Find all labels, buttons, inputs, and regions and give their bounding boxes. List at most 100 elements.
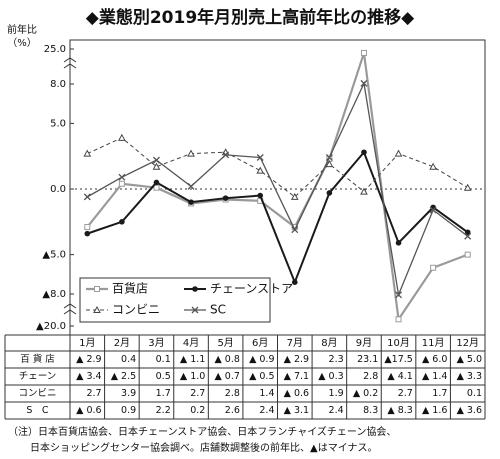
data-label: 8.3 [363,405,378,416]
point [118,180,125,187]
point [325,154,333,161]
data-label: ▲ 8.3 [387,405,412,416]
x-tick-label: 2月 [114,337,130,349]
data-label: 2.6 [225,405,240,416]
data-label: ▲ 6.0 [422,354,447,365]
table-row-label: コンビニ [18,388,56,399]
point [464,232,472,240]
data-label: ▲ 1.6 [422,405,447,416]
data-label: 2.7 [190,388,205,399]
data-label: 2.4 [259,405,274,416]
point [464,229,471,236]
data-label: ▲17.5 [384,354,412,365]
y-tick-label: ▲8.0 [42,289,66,300]
point [83,193,91,201]
series-line [87,137,468,198]
point [395,291,403,299]
point [187,149,195,157]
legend-label: SC [210,303,226,317]
x-tick-label: 9月 [356,337,372,349]
point [430,264,437,271]
point [464,251,471,258]
y-axis-label: 前年比 [7,23,37,36]
data-label: ▲ 0.9 [249,354,274,365]
data-label: ▲ 1.1 [180,354,205,365]
data-label: ▲ 3.3 [457,371,482,382]
data-label: 0.5 [156,371,171,382]
point [394,149,403,157]
point [291,279,298,285]
note: （注）日本百貨店協会、日本チェーンストア協会、日本フランチャイズチェーン協会、 [8,425,396,438]
point [360,187,368,195]
x-tick-label: 6月 [252,337,268,349]
point [84,230,91,237]
data-label: 1.7 [432,388,447,399]
legend-marker [94,286,100,292]
x-tick-label: 7月 [287,337,303,349]
x-tick-label: 3月 [148,337,164,349]
legend-box [79,277,271,323]
data-label: 2.2 [156,405,171,416]
data-label: 2.7 [86,388,101,399]
point [152,162,161,170]
data-label: 0.4 [121,354,136,365]
data-label: ▲ 0.6 [284,388,309,399]
series-line [86,150,469,285]
point [187,182,195,190]
point [429,162,437,170]
legend-label: 百貨店 [112,281,148,296]
series-line [86,81,469,298]
point [326,190,333,196]
y-tick-label: ▲5.0 [42,250,66,261]
point [83,149,92,157]
point [360,79,368,87]
data-label: 2.3 [329,354,344,365]
point [395,240,402,246]
legend-label: チェーンストア [210,282,293,296]
chart-title: ◆業態別2019年月別売上高前年比の推移◆ [86,7,415,28]
data-label: ▲ 0.3 [318,371,343,382]
legend-marker [192,286,198,292]
point [152,156,160,164]
data-label: ▲ 3.1 [284,405,309,416]
x-tick-label: 8月 [321,337,337,349]
x-tick-label: 11月 [422,337,445,349]
table-row-label: チェーン [19,371,57,382]
point [188,199,194,205]
point [291,226,299,234]
point [463,183,472,191]
data-label: 23.1 [357,354,378,365]
data-label: ▲ 3.4 [76,371,101,382]
data-label: ▲ 0.8 [214,354,239,365]
data-label: 1.9 [329,388,344,399]
data-label: ▲ 5.0 [457,354,482,365]
data-label: ▲ 3.6 [457,405,482,416]
data-label: 2.4 [329,405,344,416]
data-label: ▲ 0.7 [214,371,239,382]
point [290,192,299,200]
data-label: ▲ 0.6 [76,405,101,416]
point [118,133,126,141]
point [257,192,264,199]
legend-marker [191,306,199,314]
data-label: ▲ 4.1 [387,371,412,382]
legend-marker [93,305,101,313]
point [84,224,91,231]
x-tick-label: 5月 [217,337,233,349]
data-label: 0.9 [121,405,136,416]
data-label: 1.7 [156,388,171,399]
x-tick-label: 4月 [183,337,199,349]
data-label: 2.7 [398,388,413,399]
point [361,149,367,156]
data-label: ▲ 0.5 [249,371,274,382]
data-label: ▲ 2.9 [76,354,101,365]
table-row-label: 百 貨 店 [20,353,55,365]
point [395,316,402,323]
data-label: ▲ 1.0 [180,371,205,382]
y-tick-label: 8.0 [50,79,66,90]
y-tick-label: 25.0 [44,44,66,55]
axis-break [63,303,77,315]
legend-label: コンビニ [112,303,160,317]
